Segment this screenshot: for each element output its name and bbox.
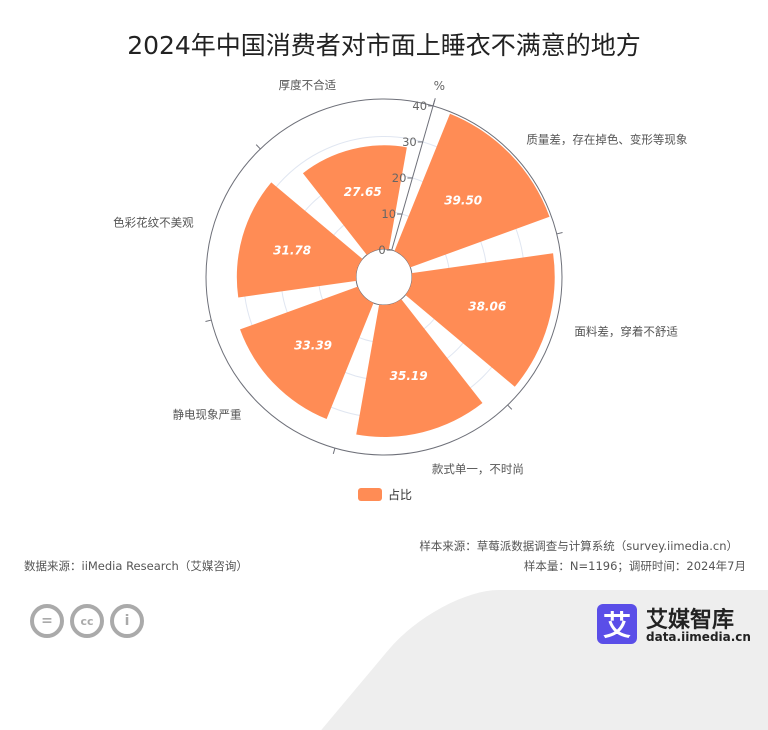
category-label: 面料差，穿着不舒适 xyxy=(574,325,678,339)
legend-swatch xyxy=(358,488,382,501)
category-label: 厚度不合适 xyxy=(279,78,337,92)
data-label: 39.50 xyxy=(444,194,482,208)
data-label: 38.06 xyxy=(468,300,506,314)
category-label: 质量差，存在掉色、变形等现象 xyxy=(526,132,687,146)
brand-url: data.iimedia.cn xyxy=(646,630,751,644)
angle-tick xyxy=(507,404,513,410)
legend-item[interactable]: 占比 xyxy=(358,486,412,503)
angle-tick xyxy=(205,319,212,322)
data-label: 33.39 xyxy=(294,338,332,352)
radial-tick-label: 40 xyxy=(412,99,427,113)
category-label: 色彩花纹不美观 xyxy=(113,215,194,229)
cc-by-icon: i xyxy=(110,604,144,638)
sample-info: 样本量：N=1196；调研时间：2024年7月 xyxy=(523,559,746,573)
legend-label: 占比 xyxy=(388,488,413,502)
radial-tick-label: 30 xyxy=(402,135,417,149)
cc-icon: cc xyxy=(70,604,104,638)
polar-bar-chart: 39.50 质量差，存在掉色、变形等现象 38.06 面料差，穿着不舒适 35.19 款式… xyxy=(113,78,687,476)
data-label: 27.65 xyxy=(344,185,382,199)
category-label: 款式单一，不时尚 xyxy=(432,462,524,476)
data-source: 数据来源：iiMedia Research（艾媒咨询） xyxy=(24,559,248,573)
cc-equal-icon: = xyxy=(30,604,64,638)
brand-name: 艾媒智库 xyxy=(646,608,735,633)
bar-sector xyxy=(236,182,363,298)
bar-sector xyxy=(302,145,407,255)
data-label: 35.19 xyxy=(390,369,428,383)
bar-sector xyxy=(394,113,550,268)
data-label: 31.78 xyxy=(273,244,311,258)
outer-axis-circle xyxy=(205,98,563,456)
chart-title: 2024年中国消费者对市面上睡衣不满意的地方 xyxy=(127,31,641,60)
bar-sector xyxy=(356,299,483,437)
inner-axis-circle xyxy=(355,248,413,306)
sample-source: 样本来源：草莓派数据调查与计算系统（survey.iimedia.cn） xyxy=(419,539,738,553)
category-label: 静电现象严重 xyxy=(173,408,242,422)
radial-tick-label: 20 xyxy=(392,171,407,185)
angle-tick xyxy=(255,144,261,150)
angle-tick xyxy=(556,232,563,235)
bar-sector xyxy=(240,286,374,420)
radial-axis-unit: % xyxy=(434,79,445,93)
radial-axis-line xyxy=(391,98,436,251)
brand-logo: 艾 xyxy=(597,604,637,644)
angle-tick xyxy=(332,447,336,455)
bar-sector xyxy=(405,253,555,387)
radial-tick-label: 10 xyxy=(381,207,396,221)
radial-tick-label: 0 xyxy=(378,243,385,257)
